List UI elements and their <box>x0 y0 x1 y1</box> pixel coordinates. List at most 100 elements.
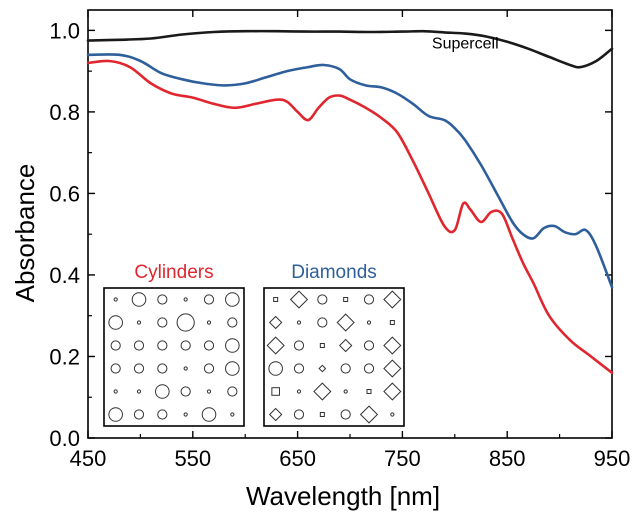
inset-frame <box>103 287 245 427</box>
inset-diamond <box>289 290 309 309</box>
inset-circle <box>363 363 375 374</box>
inset-circle <box>363 340 375 351</box>
y-tick-label-1.0: 1.0 <box>49 18 80 43</box>
inset-circle <box>183 297 188 302</box>
x-tick-label-950: 950 <box>594 446 631 471</box>
inset-circle <box>157 294 168 305</box>
series-layer <box>86 29 614 375</box>
inset-circle <box>293 340 305 351</box>
y-tick-label-0.8: 0.8 <box>49 100 80 125</box>
inset-circle <box>227 386 238 397</box>
inset-circle <box>206 320 212 325</box>
inset-circle <box>176 313 195 332</box>
inset-circle <box>110 340 121 351</box>
inset-circle <box>343 389 348 394</box>
inset-circle <box>225 361 240 376</box>
inset-circle <box>293 409 305 420</box>
inset-diamond <box>359 405 379 424</box>
inset-circle <box>227 317 238 328</box>
inset-circle <box>155 384 170 399</box>
inset-circle <box>225 292 240 307</box>
inset-diamond <box>266 336 285 355</box>
inset-diamond <box>313 382 332 401</box>
inset-circle <box>157 340 168 351</box>
inset-circle <box>201 407 217 422</box>
inset-circle <box>340 409 351 420</box>
inset-diamonds: Diamonds <box>263 262 405 427</box>
inset-circle <box>108 407 123 422</box>
inset-frame <box>263 287 405 427</box>
inset-diamond <box>336 313 355 332</box>
inset-circle <box>203 294 215 305</box>
inset-circle <box>183 366 188 371</box>
inset-circle <box>268 361 283 376</box>
inset-title-cylinders: Cylinders <box>134 262 213 283</box>
inset-circle <box>136 389 142 394</box>
inset-diamond <box>318 364 327 373</box>
inset-square <box>319 343 325 348</box>
inset-square <box>271 387 280 396</box>
series-line-supercell <box>86 29 614 69</box>
x-tick-label-550: 550 <box>174 446 211 471</box>
inset-circle <box>110 363 121 374</box>
supercell-annotation: Supercell <box>432 36 499 53</box>
inset-circle <box>366 320 372 325</box>
x-tick-label-450: 450 <box>70 446 107 471</box>
inset-diamond <box>383 336 402 355</box>
inset-circle <box>317 317 328 328</box>
inset-circle <box>206 389 212 394</box>
insets: Cylinders Diamonds <box>103 262 405 427</box>
inset-circle <box>180 340 191 351</box>
y-tick-label-0.2: 0.2 <box>49 344 80 369</box>
y-tick-label-0.4: 0.4 <box>49 263 80 288</box>
inset-diamond <box>383 290 402 309</box>
x-tick-label-750: 750 <box>384 446 421 471</box>
inset-circle <box>390 412 395 417</box>
inset-diamond <box>383 382 402 401</box>
inset-circle <box>133 409 145 420</box>
inset-circle <box>203 340 215 351</box>
inset-circle <box>136 320 142 325</box>
inset-circle <box>157 409 168 420</box>
y-axis-title: Absorbance <box>10 164 40 303</box>
inset-circle <box>203 363 215 374</box>
inset-square <box>273 297 279 302</box>
inset-circle <box>133 340 145 351</box>
x-tick-label-850: 850 <box>489 446 526 471</box>
inset-title-diamonds: Diamonds <box>291 262 377 283</box>
inset-circle <box>157 317 168 328</box>
inset-circle <box>131 292 147 307</box>
inset-cylinders: Cylinders <box>103 262 245 427</box>
inset-circle <box>363 294 375 305</box>
x-tick-label-650: 650 <box>279 446 316 471</box>
inset-square <box>389 320 395 325</box>
y-tick-label-0.0: 0.0 <box>49 426 80 451</box>
inset-circle <box>340 363 351 374</box>
axes: 450 550 650 750 850 950 0.0 0.2 0.4 0.6 0.8 1.0 <box>49 9 631 471</box>
inset-circle <box>183 412 188 417</box>
inset-circle <box>225 338 240 353</box>
series-line-cylinders <box>86 59 614 375</box>
inset-circle <box>113 297 118 302</box>
inset-diamond <box>268 315 283 330</box>
inset-circle <box>317 294 328 305</box>
x-axis-title: Wavelength [nm] <box>246 481 440 511</box>
inset-square <box>319 412 325 417</box>
inset-circle <box>157 363 168 374</box>
y-tick-label-0.6: 0.6 <box>49 181 80 206</box>
series-line-diamonds <box>86 53 614 289</box>
inset-circle <box>293 363 305 374</box>
inset-square <box>366 389 372 394</box>
inset-circle <box>108 315 123 330</box>
inset-circle <box>180 386 191 397</box>
inset-circle <box>230 412 235 417</box>
inset-diamond <box>338 338 353 353</box>
inset-diamond <box>268 407 283 422</box>
inset-circle <box>133 363 145 374</box>
inset-square <box>343 297 349 302</box>
inset-circle <box>113 389 118 394</box>
inset-circle <box>296 389 302 394</box>
inset-diamond <box>383 359 402 378</box>
inset-circle <box>296 320 302 325</box>
